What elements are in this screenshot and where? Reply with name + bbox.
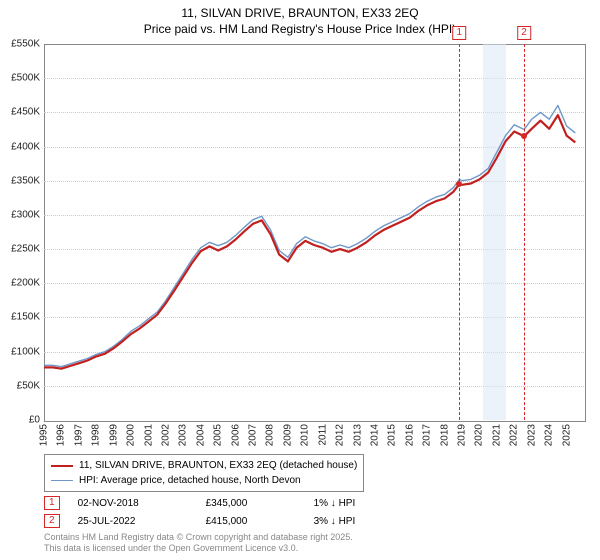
- y-tick-label: £550K: [4, 39, 40, 50]
- chart-container: 11, SILVAN DRIVE, BRAUNTON, EX33 2EQ Pri…: [0, 0, 600, 560]
- sales-delta: 1% ↓ HPI: [314, 498, 356, 509]
- title-line1: 11, SILVAN DRIVE, BRAUNTON, EX33 2EQ: [0, 6, 600, 22]
- x-tick-label: 2020: [474, 424, 485, 446]
- x-tick-label: 2013: [352, 424, 363, 446]
- x-tick-label: 2023: [526, 424, 537, 446]
- sales-table: 1 02-NOV-2018 £345,000 1% ↓ HPI 2 25-JUL-2022…: [44, 496, 355, 532]
- sales-price: £415,000: [206, 516, 296, 527]
- marker-line-1: [459, 44, 460, 420]
- x-tick-label: 2009: [282, 424, 293, 446]
- sales-badge: 2: [44, 514, 60, 528]
- chart-area: 12: [44, 44, 584, 420]
- sales-badge: 1: [44, 496, 60, 510]
- legend-label: HPI: Average price, detached house, Nort…: [79, 473, 301, 488]
- y-tick-label: £500K: [4, 73, 40, 84]
- series-hpi: [44, 106, 575, 367]
- y-tick-label: £350K: [4, 175, 40, 186]
- marker-badge-2: 2: [517, 26, 531, 40]
- x-tick-label: 2021: [491, 424, 502, 446]
- sales-date: 25-JUL-2022: [78, 516, 188, 527]
- x-tick-label: 2017: [422, 424, 433, 446]
- legend-item: 11, SILVAN DRIVE, BRAUNTON, EX33 2EQ (de…: [51, 458, 357, 473]
- y-tick-label: £300K: [4, 209, 40, 220]
- x-tick-label: 1998: [91, 424, 102, 446]
- x-tick-label: 2008: [265, 424, 276, 446]
- footer-line1: Contains HM Land Registry data © Crown c…: [44, 532, 353, 543]
- x-tick-label: 2001: [143, 424, 154, 446]
- x-tick-label: 2014: [369, 424, 380, 446]
- marker-dot-1: [456, 181, 462, 187]
- x-tick-label: 2025: [561, 424, 572, 446]
- x-tick-label: 2000: [126, 424, 137, 446]
- sales-date: 02-NOV-2018: [78, 498, 188, 509]
- y-tick-label: £400K: [4, 141, 40, 152]
- x-tick-label: 1995: [39, 424, 50, 446]
- x-tick-label: 1997: [73, 424, 84, 446]
- x-tick-label: 1996: [56, 424, 67, 446]
- legend-item: HPI: Average price, detached house, Nort…: [51, 473, 357, 488]
- title-block: 11, SILVAN DRIVE, BRAUNTON, EX33 2EQ Pri…: [0, 0, 600, 37]
- sales-row: 2 25-JUL-2022 £415,000 3% ↓ HPI: [44, 514, 355, 528]
- x-tick-label: 2002: [160, 424, 171, 446]
- x-tick-label: 2012: [335, 424, 346, 446]
- x-tick-label: 2018: [439, 424, 450, 446]
- sales-price: £345,000: [206, 498, 296, 509]
- x-tick-label: 2015: [387, 424, 398, 446]
- sales-row: 1 02-NOV-2018 £345,000 1% ↓ HPI: [44, 496, 355, 510]
- x-tick-label: 2019: [457, 424, 468, 446]
- x-tick-label: 2004: [195, 424, 206, 446]
- series-lines: [44, 44, 584, 420]
- marker-line-2: [524, 44, 525, 420]
- y-tick-label: £150K: [4, 312, 40, 323]
- marker-badge-1: 1: [452, 26, 466, 40]
- x-tick-label: 2007: [248, 424, 259, 446]
- y-tick-label: £200K: [4, 278, 40, 289]
- x-tick-label: 2016: [404, 424, 415, 446]
- y-tick-label: £250K: [4, 244, 40, 255]
- y-tick-label: £100K: [4, 346, 40, 357]
- footer-line2: This data is licensed under the Open Gov…: [44, 543, 353, 554]
- x-tick-label: 2024: [544, 424, 555, 446]
- legend-swatch: [51, 480, 73, 481]
- y-tick-label: £450K: [4, 107, 40, 118]
- sales-delta: 3% ↓ HPI: [314, 516, 356, 527]
- x-tick-label: 2011: [317, 424, 328, 446]
- x-tick-label: 2003: [178, 424, 189, 446]
- legend: 11, SILVAN DRIVE, BRAUNTON, EX33 2EQ (de…: [44, 454, 364, 492]
- x-tick-label: 2010: [300, 424, 311, 446]
- marker-dot-2: [521, 133, 527, 139]
- y-tick-label: £0: [4, 415, 40, 426]
- x-tick-label: 2005: [213, 424, 224, 446]
- y-tick-label: £50K: [4, 380, 40, 391]
- x-tick-label: 2006: [230, 424, 241, 446]
- legend-label: 11, SILVAN DRIVE, BRAUNTON, EX33 2EQ (de…: [79, 458, 357, 473]
- x-tick-label: 2022: [509, 424, 520, 446]
- legend-swatch: [51, 465, 73, 467]
- x-tick-label: 1999: [108, 424, 119, 446]
- title-line2: Price paid vs. HM Land Registry's House …: [0, 22, 600, 38]
- footer-attribution: Contains HM Land Registry data © Crown c…: [44, 532, 353, 555]
